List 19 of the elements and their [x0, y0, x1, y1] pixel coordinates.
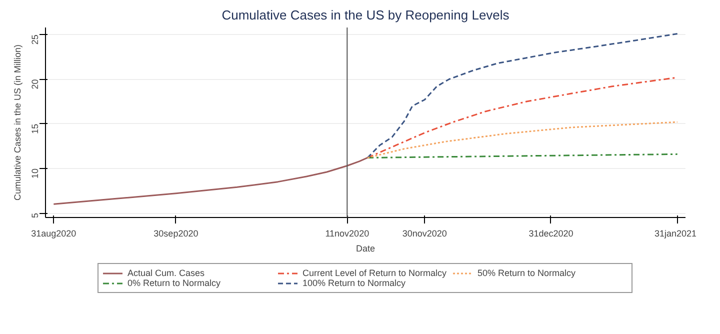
x-tick-label: 30nov2020: [402, 228, 447, 238]
chart-title: Cumulative Cases in the US by Reopening Levels: [222, 8, 510, 22]
y-tick-label: 15: [30, 124, 40, 134]
x-tick-label: 31jan2021: [654, 228, 697, 238]
legend-label: 50% Return to Normalcy: [478, 268, 577, 278]
legend-label: Actual Cum. Cases: [128, 268, 206, 278]
y-tick-label: 10: [30, 168, 40, 178]
x-tick-label: 11nov2020: [325, 228, 370, 238]
legend-label: 0% Return to Normalcy: [128, 278, 222, 288]
legend-label: Current Level of Return to Normalcy: [302, 268, 448, 278]
x-tick-label: 30sep2020: [154, 228, 198, 238]
y-axis-title: Cumulative Cases in the US (in Million): [12, 44, 22, 201]
legend-label: 100% Return to Normalcy: [302, 278, 407, 288]
y-tick-label: 25: [30, 34, 40, 45]
x-tick-label: 31aug2020: [31, 228, 76, 238]
y-tick-label: 5: [30, 213, 40, 218]
y-tick-label: 20: [30, 79, 40, 90]
x-axis-title: Date: [356, 244, 376, 254]
x-tick-label: 31dec2020: [528, 228, 574, 238]
